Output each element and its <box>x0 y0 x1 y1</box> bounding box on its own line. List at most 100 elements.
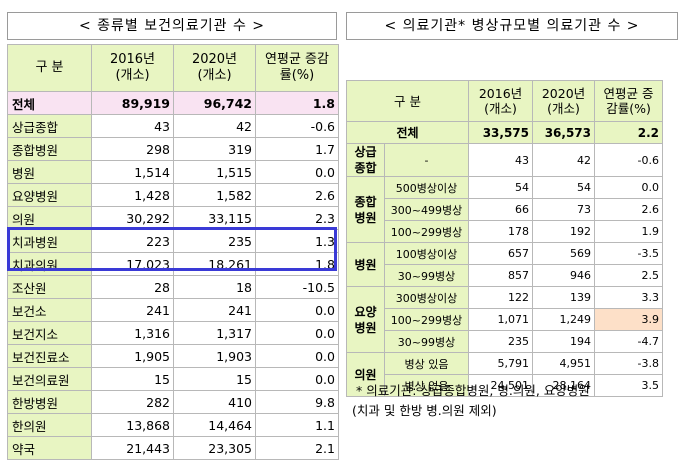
left-table-row: 의원 30,292 33,115 2.3 <box>7 206 339 230</box>
value-2020: 73 <box>532 198 596 221</box>
rate: -3.8 <box>594 352 664 375</box>
rate: -0.6 <box>594 143 664 177</box>
left-table-row: 약국 21,443 23,305 2.1 <box>7 436 339 460</box>
row-label: 종합병원 <box>7 137 92 161</box>
row-label: 보건진료소 <box>7 344 92 368</box>
left-table-row: 보건소 241 241 0.0 <box>7 298 339 322</box>
row-label: 치과의원 <box>7 252 92 276</box>
right-table-row: 병원 100병상이상 657 569 -3.5 <box>346 242 664 287</box>
sub-category: 100~299병상 <box>383 220 470 243</box>
rate: 0.0 <box>255 367 339 391</box>
right-header-2020: 2020년 (개소) <box>532 80 596 122</box>
value-2016: 1,514 <box>91 160 174 184</box>
rate: 3.5 <box>594 374 664 397</box>
row-label: 한의원 <box>7 413 92 437</box>
value-2016: 657 <box>468 242 534 265</box>
value-2016: 28 <box>91 275 174 299</box>
row-label: 요양병원 <box>7 183 92 207</box>
value-2016: 15 <box>91 367 174 391</box>
right-table-row: 의원 병상 있음 5,791 4,951 -3.8 <box>346 352 664 397</box>
row-label: 보건지소 <box>7 321 92 345</box>
rate: 0.0 <box>255 298 339 322</box>
group-label: 의원 <box>346 352 385 397</box>
value-2016: 223 <box>91 229 174 253</box>
facility-type-table: 구 분 2016년 (개소) 2020년 (개소) 연평균 증감 률(%) 전체… <box>7 44 339 460</box>
left-table-row: 보건의료원 15 15 0.0 <box>7 367 339 391</box>
left-table-row: 치과병원 223 235 1.3 <box>7 229 339 253</box>
right-table-row: 100~299병상 1,071 1,249 3.9 <box>347 308 664 331</box>
sub-category: 병상 없음 <box>383 374 470 397</box>
row-label: 약국 <box>7 436 92 460</box>
value-2016: 13,868 <box>91 413 174 437</box>
left-table-row: 보건진료소 1,905 1,903 0.0 <box>7 344 339 368</box>
value-2020: 33,115 <box>173 206 256 230</box>
left-table-row: 병원 1,514 1,515 0.0 <box>7 160 339 184</box>
value-2016: 43 <box>91 114 174 138</box>
sub-category: 병상 있음 <box>383 352 470 375</box>
sub-category: 100병상이상 <box>383 242 470 265</box>
left-table-row: 조산원 28 18 -10.5 <box>7 275 339 299</box>
left-header-2020: 2020년 (개소) <box>173 44 256 92</box>
right-table-row: 요양 병원 300병상이상 122 139 3.3 <box>346 286 664 353</box>
value-2020: 410 <box>173 390 256 414</box>
value-2020: 1,249 <box>532 308 596 331</box>
value-2016: 30,292 <box>91 206 174 230</box>
value-2020: 54 <box>532 176 596 199</box>
left-table-row: 보건지소 1,316 1,317 0.0 <box>7 321 339 345</box>
value-2020: 235 <box>173 229 256 253</box>
right-total-rate: 2.2 <box>594 121 664 144</box>
value-2016: 66 <box>468 198 534 221</box>
value-2020: 192 <box>532 220 596 243</box>
rate: 0.0 <box>255 344 339 368</box>
value-2020: 241 <box>173 298 256 322</box>
group-label: 종합 병원 <box>346 176 385 243</box>
value-2020: 96,742 <box>173 91 256 115</box>
value-2020: 42 <box>173 114 256 138</box>
sub-category: 500병상이상 <box>383 176 470 199</box>
value-2020: 1,515 <box>173 160 256 184</box>
left-table-row: 한방병원 282 410 9.8 <box>7 390 339 414</box>
footnote-line-2: (치과 및 한방 병.의원 제외) <box>352 403 497 418</box>
row-label: 치과병원 <box>7 229 92 253</box>
value-2016: 1,428 <box>91 183 174 207</box>
right-table-row: 병상 없음 24,501 28,164 3.5 <box>347 374 664 397</box>
value-2016: 43 <box>468 143 534 177</box>
right-total-2020: 36,573 <box>532 121 596 144</box>
sub-category: 100~299병상 <box>383 308 470 331</box>
value-2016: 298 <box>91 137 174 161</box>
value-2016: 241 <box>91 298 174 322</box>
value-2016: 89,919 <box>91 91 174 115</box>
left-table-row: 치과의원 17,023 18,261 1.8 <box>7 252 339 276</box>
value-2020: 1,317 <box>173 321 256 345</box>
left-table-row: 요양병원 1,428 1,582 2.6 <box>7 183 339 207</box>
rate: 2.1 <box>255 436 339 460</box>
left-table-row: 한의원 13,868 14,464 1.1 <box>7 413 339 437</box>
left-header-row: 구 분 2016년 (개소) 2020년 (개소) 연평균 증감 률(%) <box>7 44 339 92</box>
right-table-row: 종합 병원 500병상이상 54 54 0.0 <box>346 176 664 243</box>
value-2020: 139 <box>532 286 596 309</box>
right-total-label: 전체 <box>345 121 470 144</box>
sub-category: 30~99병상 <box>383 264 470 287</box>
right-table-row: 상급 종합 -43 42 -0.6 <box>346 143 664 177</box>
rate: 0.0 <box>255 160 339 184</box>
value-2016: 54 <box>468 176 534 199</box>
value-2020: 946 <box>532 264 596 287</box>
value-2016: 178 <box>468 220 534 243</box>
value-2016: 235 <box>468 330 534 353</box>
rate: -4.7 <box>594 330 664 353</box>
row-label: 상급종합 <box>7 114 92 138</box>
rate: 0.0 <box>255 321 339 345</box>
rate: 2.3 <box>255 206 339 230</box>
value-2020: 194 <box>532 330 596 353</box>
left-header-rate: 연평균 증감 률(%) <box>255 44 339 92</box>
sub-category: 300~499병상 <box>383 198 470 221</box>
left-header-category: 구 분 <box>7 44 92 92</box>
rate: 2.5 <box>594 264 664 287</box>
rate: 1.3 <box>255 229 339 253</box>
rate: -10.5 <box>255 275 339 299</box>
rate: 2.6 <box>594 198 664 221</box>
bed-size-table: 구 분 2016년 (개소) 2020년 (개소) 연평균 증 감률(%) 전체… <box>345 80 664 397</box>
sub-category: 300병상이상 <box>383 286 470 309</box>
value-2016: 5,791 <box>468 352 534 375</box>
group-label: 상급 종합 <box>346 143 385 177</box>
